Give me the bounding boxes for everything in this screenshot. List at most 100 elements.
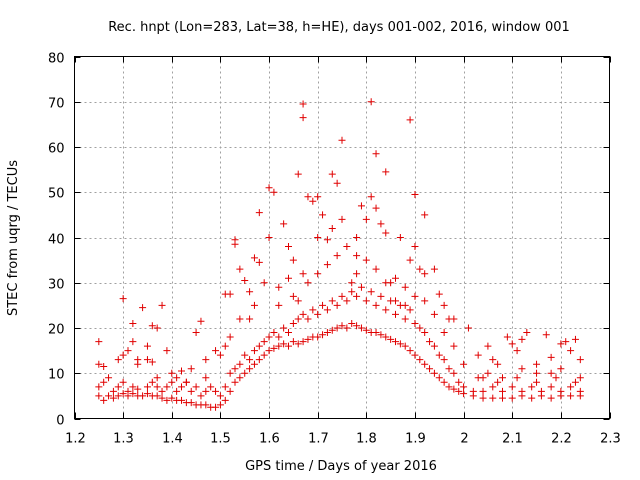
data-point bbox=[523, 329, 531, 337]
data-point bbox=[153, 324, 161, 332]
data-point bbox=[406, 256, 414, 264]
data-point bbox=[421, 329, 429, 337]
data-point bbox=[328, 297, 336, 305]
data-point bbox=[221, 396, 229, 404]
data-point bbox=[105, 374, 113, 382]
data-point bbox=[319, 211, 327, 219]
data-point bbox=[323, 306, 331, 314]
data-point bbox=[343, 243, 351, 251]
data-point bbox=[226, 290, 234, 298]
data-point bbox=[387, 297, 395, 305]
data-point bbox=[435, 351, 443, 359]
data-point bbox=[187, 399, 195, 407]
data-point bbox=[309, 306, 317, 314]
data-point bbox=[255, 342, 263, 350]
data-point bbox=[319, 331, 327, 339]
data-point bbox=[392, 310, 399, 318]
data-point bbox=[450, 315, 458, 323]
data-point bbox=[314, 310, 322, 318]
data-point bbox=[547, 394, 555, 402]
data-point bbox=[576, 374, 584, 382]
plot-frame bbox=[74, 56, 610, 419]
data-point bbox=[163, 396, 171, 404]
data-point bbox=[289, 256, 297, 264]
data-point bbox=[552, 374, 560, 382]
x-tick-label: 1.8 bbox=[356, 432, 377, 447]
data-point bbox=[134, 360, 142, 368]
data-point bbox=[474, 351, 482, 359]
data-point bbox=[557, 392, 565, 400]
data-point bbox=[333, 324, 341, 332]
data-point bbox=[236, 374, 244, 382]
data-point bbox=[377, 331, 385, 339]
data-point bbox=[430, 369, 438, 377]
data-point bbox=[533, 369, 541, 377]
data-point bbox=[401, 315, 409, 323]
data-point bbox=[567, 383, 575, 391]
data-point bbox=[537, 392, 545, 400]
data-point bbox=[124, 347, 132, 355]
x-tick-label: 2.2 bbox=[551, 432, 572, 447]
data-point bbox=[440, 356, 448, 364]
data-point bbox=[168, 378, 176, 386]
data-point bbox=[406, 116, 414, 124]
data-point bbox=[212, 387, 220, 395]
data-point bbox=[275, 342, 283, 350]
data-point bbox=[197, 317, 205, 325]
data-point bbox=[435, 374, 443, 382]
data-point bbox=[265, 184, 273, 192]
data-point bbox=[416, 265, 424, 273]
data-point bbox=[265, 333, 273, 341]
data-point bbox=[494, 360, 502, 368]
data-point bbox=[430, 342, 438, 350]
data-point bbox=[353, 252, 361, 260]
data-point bbox=[323, 236, 331, 244]
data-point bbox=[236, 360, 244, 368]
data-point bbox=[275, 333, 283, 341]
data-point bbox=[202, 374, 210, 382]
x-tick-label: 1.2 bbox=[65, 432, 86, 447]
y-tick-label: 10 bbox=[48, 368, 65, 383]
data-point bbox=[333, 252, 341, 260]
data-point bbox=[392, 274, 399, 282]
data-point bbox=[430, 265, 438, 273]
data-point bbox=[508, 383, 516, 391]
data-point bbox=[445, 383, 453, 391]
data-point bbox=[119, 390, 127, 398]
data-point bbox=[270, 188, 278, 196]
data-point bbox=[562, 338, 570, 346]
data-point bbox=[221, 342, 229, 350]
data-point bbox=[382, 279, 390, 287]
data-point bbox=[153, 383, 161, 391]
x-tick-label: 2.1 bbox=[502, 432, 523, 447]
data-point bbox=[528, 383, 536, 391]
data-point bbox=[153, 392, 161, 400]
data-point bbox=[411, 351, 419, 359]
data-point bbox=[182, 378, 190, 386]
data-point bbox=[158, 301, 166, 309]
data-point bbox=[474, 374, 482, 382]
x-tick-label: 2 bbox=[460, 432, 468, 447]
data-point bbox=[221, 383, 229, 391]
data-point bbox=[153, 374, 161, 382]
data-point bbox=[212, 347, 220, 355]
data-point bbox=[353, 292, 361, 300]
y-axis-label: STEC from uqrg / TECUs bbox=[6, 160, 21, 316]
data-point bbox=[392, 338, 399, 346]
data-point bbox=[304, 335, 312, 343]
data-point bbox=[226, 387, 234, 395]
data-point bbox=[143, 390, 151, 398]
data-point bbox=[294, 170, 302, 178]
data-point bbox=[328, 224, 336, 232]
data-point bbox=[499, 374, 506, 382]
data-point bbox=[270, 329, 278, 337]
data-point bbox=[246, 315, 254, 323]
data-point bbox=[304, 315, 312, 323]
data-point bbox=[440, 329, 448, 337]
data-point bbox=[173, 387, 181, 395]
data-point bbox=[100, 396, 108, 404]
data-point bbox=[139, 304, 147, 312]
data-point bbox=[100, 378, 108, 386]
data-point bbox=[168, 369, 176, 377]
